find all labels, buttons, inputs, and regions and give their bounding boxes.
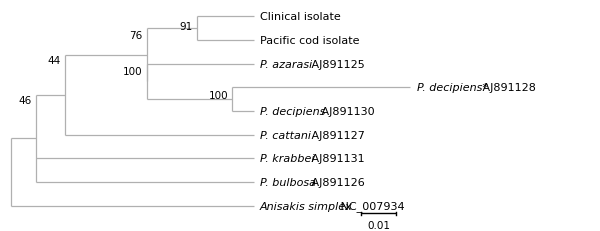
Text: P. azarasi: P. azarasi — [260, 59, 313, 69]
Text: 46: 46 — [19, 95, 32, 105]
Text: P. decipiens*: P. decipiens* — [417, 83, 488, 93]
Text: Pacific cod isolate: Pacific cod isolate — [260, 36, 359, 46]
Text: 100: 100 — [208, 90, 228, 100]
Text: NC_007934: NC_007934 — [337, 200, 404, 211]
Text: P. decipiens: P. decipiens — [260, 106, 325, 116]
Text: 0.01: 0.01 — [367, 220, 390, 230]
Text: 100: 100 — [123, 67, 143, 77]
Text: Anisakis simplex: Anisakis simplex — [260, 201, 353, 211]
Text: AJ891128: AJ891128 — [479, 83, 536, 93]
Text: AJ891125: AJ891125 — [308, 59, 365, 69]
Text: AJ891131: AJ891131 — [308, 154, 365, 164]
Text: AJ891127: AJ891127 — [308, 130, 365, 140]
Text: AJ891126: AJ891126 — [308, 177, 365, 187]
Text: AJ891130: AJ891130 — [318, 106, 374, 116]
Text: P. cattani: P. cattani — [260, 130, 311, 140]
Text: P. bulbosa: P. bulbosa — [260, 177, 316, 187]
Text: 76: 76 — [129, 31, 143, 41]
Text: P. krabbei: P. krabbei — [260, 154, 314, 164]
Text: 91: 91 — [179, 21, 193, 31]
Text: 44: 44 — [47, 55, 61, 65]
Text: Clinical isolate: Clinical isolate — [260, 12, 341, 22]
